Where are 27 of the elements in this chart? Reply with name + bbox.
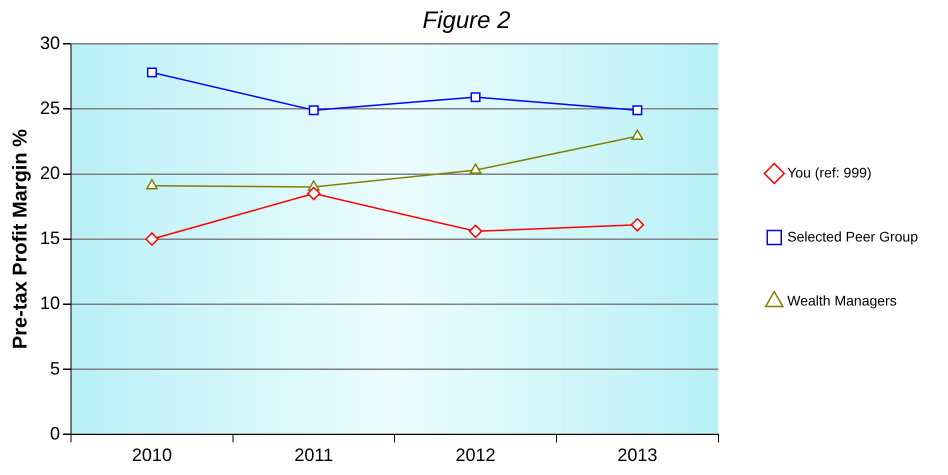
y-tick-label: 10 — [40, 293, 60, 314]
y-tick-label: 15 — [40, 228, 60, 248]
legend-label: Selected Peer Group — [787, 228, 918, 244]
legend-label: You (ref: 999) — [787, 164, 872, 180]
point — [146, 67, 157, 78]
y-tick-label: 20 — [40, 162, 60, 183]
chart-title: Figure 2 — [422, 7, 511, 34]
point — [308, 105, 319, 116]
point — [632, 105, 642, 116]
x-tick-label: 2012 — [456, 445, 496, 466]
point — [630, 218, 644, 232]
point — [306, 186, 320, 200]
point — [146, 178, 158, 190]
y-tick-label: 0 — [50, 423, 60, 444]
point — [470, 163, 482, 174]
y-tick-label: 5 — [50, 358, 60, 378]
point — [470, 92, 481, 102]
y-axis-title: Pre-tax Profit Margin % — [10, 128, 32, 350]
point — [631, 129, 644, 140]
x-tick-label: 2010 — [132, 445, 172, 466]
x-tick-label: 2013 — [617, 445, 658, 466]
y-tick-label: 30 — [40, 32, 60, 53]
y-tick-label: 25 — [40, 98, 60, 118]
point — [468, 224, 482, 238]
legend-label: Wealth Managers — [787, 292, 897, 308]
x-tick-label: 2011 — [294, 445, 334, 466]
point — [145, 232, 159, 246]
